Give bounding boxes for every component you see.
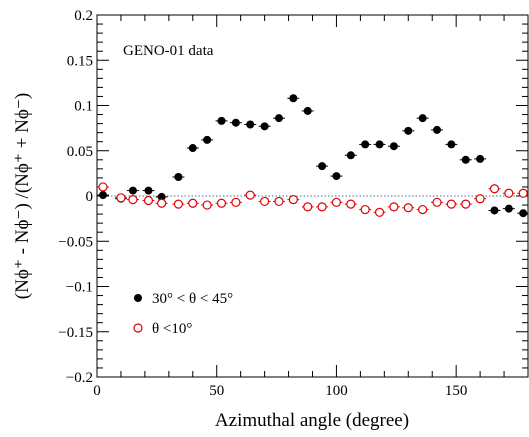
x-axis-title: Azimuthal angle (degree)	[215, 410, 409, 431]
y-axis-ticks: −0.2 −0.15 −0.1 −0.05 0 0.05 0.1 0.15 0.2	[58, 8, 528, 386]
data-point	[518, 188, 528, 198]
data-point	[489, 184, 500, 194]
data-point	[188, 198, 198, 208]
legend-marker-filled	[134, 294, 142, 302]
y-tick-label: −0.15	[58, 325, 93, 341]
data-point	[447, 140, 456, 149]
data-point	[116, 193, 126, 203]
y-axis-title: (Nϕ⁺ - Nϕ⁻) /(Nϕ⁺ + Nϕ⁻)	[12, 93, 33, 299]
legend-marker-open	[133, 323, 143, 333]
data-point	[490, 206, 499, 215]
data-point	[128, 186, 137, 195]
data-point	[203, 135, 212, 144]
data-point	[289, 94, 298, 103]
data-point	[389, 142, 398, 151]
data-point	[246, 120, 255, 129]
data-point	[331, 197, 342, 207]
data-point	[418, 204, 428, 215]
data-point	[143, 195, 154, 206]
y-tick-label: 0.2	[74, 8, 93, 24]
data-point	[519, 209, 528, 218]
y-tick-label: −0.1	[66, 280, 93, 296]
data-point	[433, 125, 442, 134]
data-series	[97, 94, 528, 218]
data-point	[303, 202, 313, 212]
legend: 30° < θ < 45° θ <10°	[133, 291, 233, 337]
data-point	[245, 190, 255, 200]
y-tick-label: 0.1	[74, 99, 93, 115]
data-point	[432, 197, 442, 207]
data-point	[360, 204, 370, 215]
data-point	[128, 195, 138, 205]
data-point	[202, 200, 212, 210]
data-point	[157, 198, 167, 208]
y-tick-label: −0.2	[66, 370, 93, 386]
data-point	[361, 140, 370, 149]
data-point	[374, 207, 385, 217]
data-point	[303, 106, 312, 115]
y-tick-label: 0.15	[67, 53, 93, 69]
data-point	[461, 199, 471, 209]
x-tick-label: 0	[93, 383, 101, 399]
legend-label-series-1: 30° < θ < 45°	[152, 291, 233, 307]
data-point	[260, 196, 270, 207]
x-tick-label: 50	[209, 383, 224, 399]
data-point	[173, 199, 184, 209]
series-2	[97, 182, 528, 217]
annotation-label: GENO-01 data	[123, 43, 214, 59]
data-point	[157, 192, 166, 201]
x-tick-label: 100	[325, 383, 348, 399]
data-point	[346, 151, 355, 160]
x-axis-ticks: 0 50 100 150	[93, 15, 529, 399]
data-point	[98, 191, 107, 200]
data-point	[403, 203, 413, 213]
data-point	[231, 118, 240, 127]
data-point	[389, 202, 399, 212]
x-tick-label: 150	[445, 383, 468, 399]
series-1	[97, 94, 528, 218]
data-point	[188, 144, 197, 153]
data-point	[216, 198, 227, 208]
data-point	[446, 199, 456, 209]
y-tick-label: 0	[86, 189, 94, 205]
data-point	[98, 182, 108, 192]
data-point	[144, 186, 153, 195]
data-point	[318, 162, 327, 171]
y-tick-label: 0.05	[67, 144, 93, 160]
data-point	[461, 155, 470, 164]
data-point	[274, 196, 284, 207]
data-point	[260, 122, 269, 131]
data-point	[404, 126, 413, 135]
data-point	[217, 116, 226, 125]
legend-label-series-2: θ <10°	[152, 321, 192, 337]
data-point	[418, 114, 427, 123]
data-point	[332, 172, 341, 181]
data-point	[476, 154, 485, 163]
data-point	[504, 204, 513, 213]
data-point	[375, 140, 384, 149]
y-tick-label: −0.05	[58, 234, 93, 250]
data-point	[504, 188, 514, 198]
data-point	[317, 202, 327, 212]
data-point	[475, 194, 485, 204]
data-point	[288, 195, 298, 205]
data-point	[346, 199, 356, 209]
data-point	[274, 114, 283, 123]
data-point	[174, 172, 183, 181]
data-point	[231, 197, 241, 207]
